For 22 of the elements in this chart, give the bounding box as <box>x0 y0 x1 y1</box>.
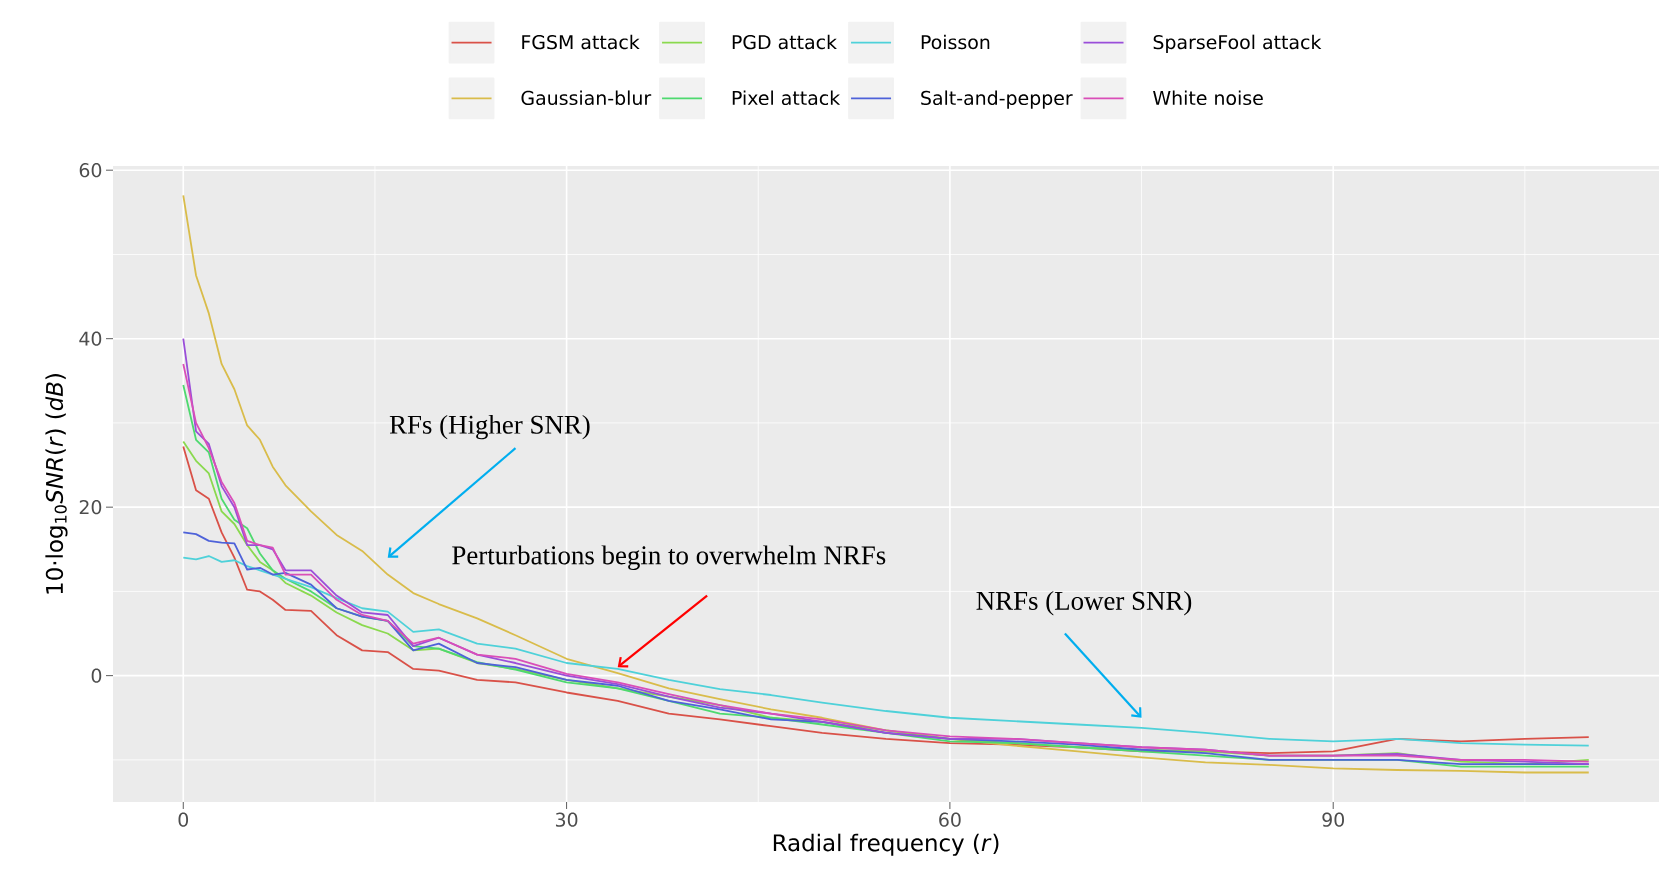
legend-label: Poisson <box>921 34 990 50</box>
annotation: RFs (Higher SNR) <box>389 414 590 440</box>
x-axis-title: Radial frequency (r) <box>773 833 999 856</box>
annotation: NRFs (Lower SNR) <box>976 590 1192 616</box>
legend-label: PGD attack <box>732 34 837 50</box>
legend-label: Gaussian-blur <box>521 90 652 106</box>
y-tick-label: 0 <box>91 668 102 683</box>
y-axis-title: 10·log$_{10}$SNR(r) (dB) <box>45 374 68 594</box>
line-series <box>182 194 1590 774</box>
x-tick-label: 0 <box>178 812 189 827</box>
y-tick-label: 20 <box>79 500 102 515</box>
x-tick-label: 60 <box>939 812 961 827</box>
legend-label: White noise <box>1153 90 1263 106</box>
legend-label: SparseFool attack <box>1153 34 1322 53</box>
legend-label: Salt-and-pepper <box>921 90 1073 109</box>
x-tick-label: 90 <box>1322 812 1344 827</box>
y-tick-label: 40 <box>79 331 102 346</box>
annotation: Perturbations begin to overwhelm NRFs <box>452 545 886 570</box>
y-tick-label: 60 <box>79 163 102 178</box>
legend-label: FGSM attack <box>522 34 640 50</box>
legend-label: Pixel attack <box>732 90 841 106</box>
x-tick-label: 30 <box>555 812 578 827</box>
